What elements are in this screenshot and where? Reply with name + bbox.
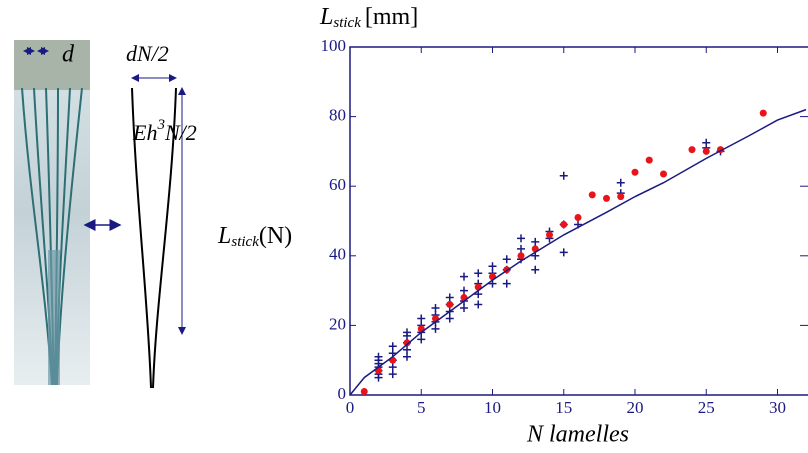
y-label-sub: stick: [333, 15, 361, 31]
d-label: d: [62, 42, 75, 68]
mean-point: [403, 339, 411, 347]
measure-point: [403, 352, 411, 361]
y-label-main: L: [319, 4, 333, 30]
x-tick-label: 15: [555, 398, 572, 417]
measure-point: [702, 138, 711, 147]
mean-point: [574, 214, 582, 222]
x-tick-label: 0: [346, 398, 355, 417]
mean-point: [560, 220, 568, 228]
lstick-label: Lstick(N): [217, 223, 292, 251]
x-tick-label: 20: [627, 398, 644, 417]
plot-frame: [349, 46, 808, 396]
measure-point: [417, 335, 426, 344]
measure-point: [488, 262, 497, 271]
measure-point: [502, 255, 511, 264]
dn2-label: dN/2: [126, 41, 169, 66]
mean-point: [759, 109, 767, 117]
mean-point: [603, 194, 610, 202]
measure-point: [460, 272, 468, 281]
measure-point: [517, 244, 525, 253]
photo: [14, 40, 90, 386]
y-tick-label: 100: [321, 36, 347, 55]
mean-point: [546, 231, 553, 239]
x-tick-label: 5: [417, 398, 426, 417]
model-lamellae: [131, 87, 177, 389]
lstick-main: L: [217, 223, 231, 249]
mean-point: [617, 193, 625, 201]
x-tick-label: 30: [769, 398, 786, 417]
y-tick-label: 20: [329, 314, 346, 333]
mean-point: [702, 147, 710, 155]
y-label-unit: [mm]: [365, 4, 418, 30]
mean-point: [631, 168, 639, 176]
mean-point: [446, 301, 454, 309]
measure-point: [531, 237, 540, 246]
measure-point: [531, 265, 540, 274]
eh-rest: N/2: [164, 120, 197, 145]
measure-point: [445, 314, 454, 323]
measure-point: [460, 286, 468, 295]
measure-point: [403, 328, 411, 337]
measure-point: [388, 363, 397, 372]
measure-point: [403, 345, 411, 354]
mean-point: [588, 191, 596, 199]
measure-point: [388, 370, 397, 379]
measure-point: [559, 248, 568, 257]
measure-point: [431, 324, 440, 333]
x-axis-label: N lamelles: [526, 422, 629, 448]
measure-point: [474, 300, 483, 309]
measure-point: [417, 314, 426, 323]
measure-point: [517, 234, 525, 243]
y-tick-label: 60: [329, 175, 346, 194]
measure-point: [502, 279, 511, 288]
measure-point: [374, 352, 383, 361]
measure-point: [445, 293, 454, 302]
measure-point: [460, 304, 468, 312]
y-axis-label: Lstick [mm]: [319, 4, 418, 32]
measure-point: [431, 304, 440, 312]
measure-point: [474, 269, 483, 278]
lstick-sub: stick: [231, 234, 259, 250]
measure-point: [388, 342, 397, 351]
model-line: [349, 108, 807, 396]
mean-point: [660, 170, 667, 178]
mean-point: [360, 388, 368, 396]
mean-point: [645, 156, 653, 164]
eh-sup: 3: [156, 117, 165, 133]
y-tick-label: 80: [329, 106, 346, 125]
y-tick-label: 40: [329, 245, 346, 264]
measure-point: [616, 178, 625, 187]
eh-label: Eh3N/2: [132, 117, 197, 145]
lstick-rest: (N): [259, 223, 292, 249]
x-tick-label: 25: [698, 398, 715, 417]
measure-point: [559, 171, 568, 180]
mean-point: [688, 146, 696, 154]
x-tick-label: 10: [484, 398, 501, 417]
mean-point: [517, 252, 525, 260]
y-tick-label: 0: [338, 384, 347, 403]
eh-main: Eh: [132, 120, 157, 145]
